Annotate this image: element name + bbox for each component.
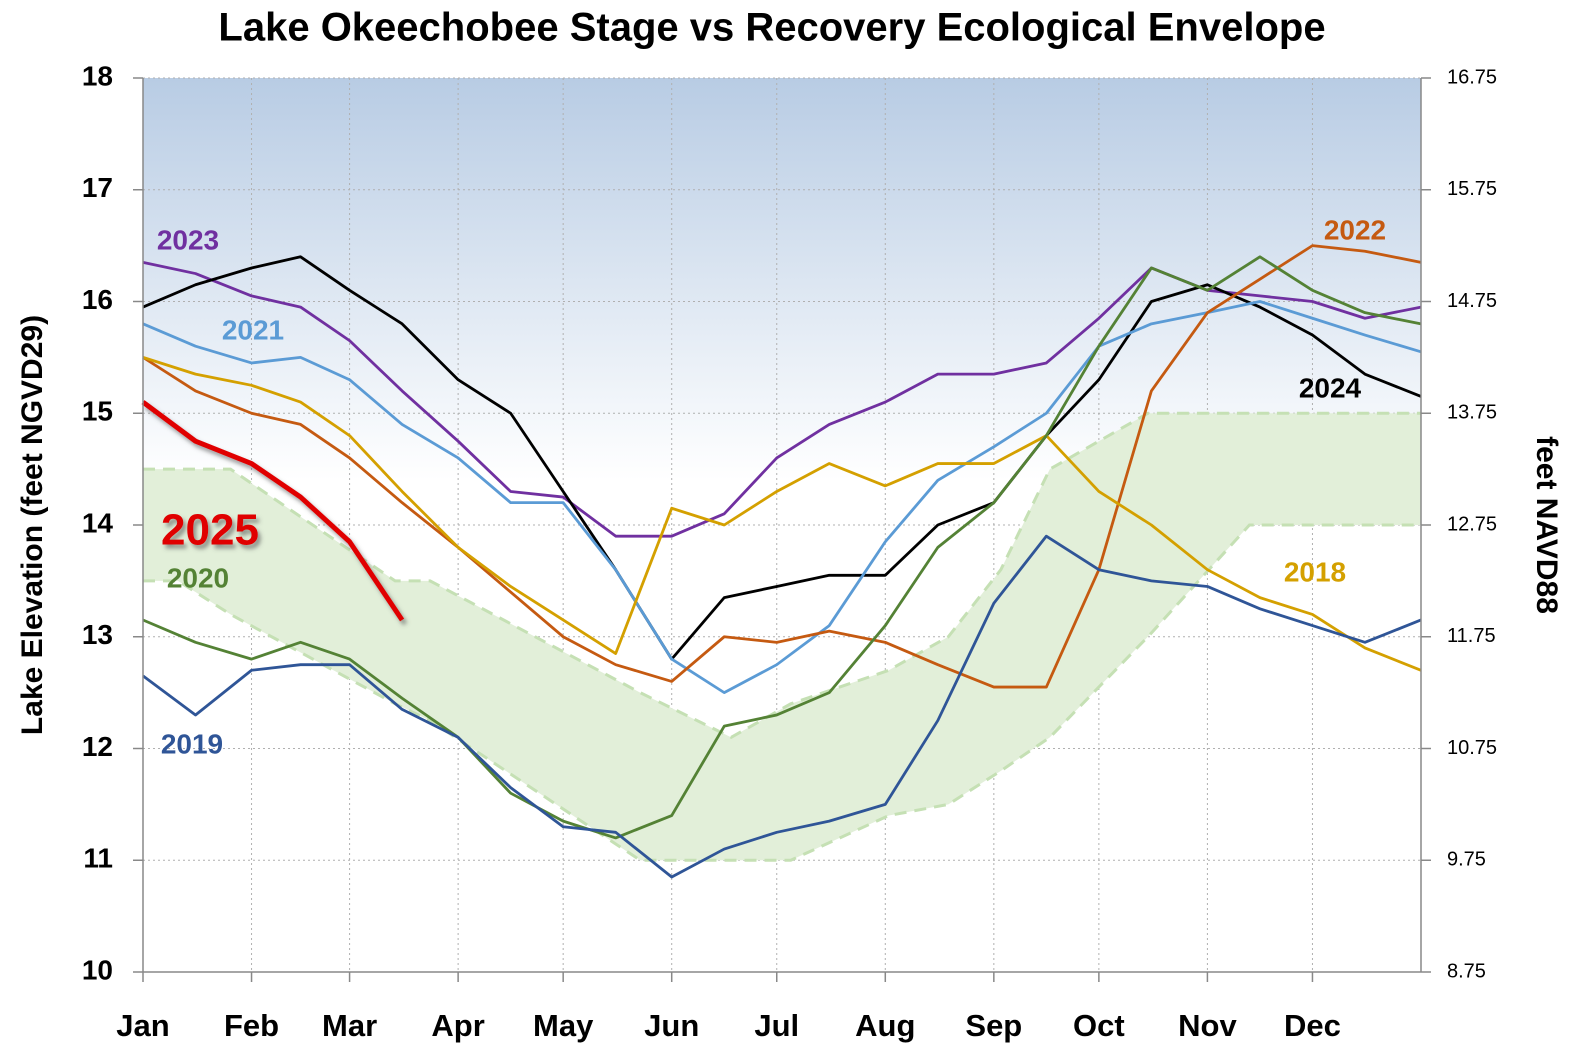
x-tick-label: Mar [322,1008,377,1043]
series-line [142,255,1422,661]
series-label: 2022 [1324,214,1386,245]
y2-tick-label: 10.75 [1447,737,1497,759]
series-line [142,356,1422,672]
series-label: 2024 [1299,372,1362,403]
y2-tick-label: 9.75 [1447,849,1486,871]
x-tick-label: Feb [224,1008,279,1043]
series-label: 2025 [161,506,259,555]
y2-tick-label: 11.75 [1447,625,1496,647]
series-line [141,400,405,622]
x-tick-label: Jun [644,1008,699,1043]
y2-tick-label: 16.75 [1447,66,1497,88]
x-tick-label: Dec [1284,1008,1341,1043]
y-tick-label: 16 [82,284,113,315]
x-tick-label: Sep [965,1008,1022,1043]
envelope-lower [143,523,1421,862]
y-tick-label: 15 [82,396,113,427]
series-label: 2023 [157,224,219,255]
envelope-area [143,413,1421,861]
y-tick-label: 12 [82,731,113,762]
y2-tick-label: 14.75 [1447,290,1497,312]
y2-tick-label: 12.75 [1447,513,1497,535]
y2-tick-label: 13.75 [1447,402,1497,424]
series-label: 2018 [1284,556,1346,587]
axes [133,77,1431,982]
x-tick-label: Jul [754,1008,799,1043]
envelope [143,411,1421,862]
x-tick-label: Oct [1073,1008,1125,1043]
series-label: 2020 [167,562,229,593]
y-tick-label: 13 [82,619,113,650]
x-tick-label: May [533,1008,594,1043]
lines [141,244,1422,879]
series-line [142,534,1422,879]
series-line [142,255,1422,840]
series-line [142,244,1422,689]
y-tick-label: 10 [82,954,113,985]
x-tick-label: Apr [431,1008,484,1043]
x-tick-label: Nov [1178,1008,1237,1043]
y-tick-label: 14 [82,507,114,538]
y-tick-label: 17 [82,172,113,203]
y2-tick-label: 8.75 [1447,960,1486,982]
series-label: 2021 [222,314,284,345]
series-label: 2019 [161,728,223,759]
y2-tick-label: 15.75 [1447,178,1497,200]
y-tick-label: 11 [83,843,113,874]
y2-axis-title: feet NAVD88 [1530,436,1563,614]
x-tick-label: Jan [116,1008,169,1043]
chart-title: Lake Okeechobee Stage vs Recovery Ecolog… [218,6,1325,50]
y-tick-label: 18 [82,60,113,91]
y-axis-title: Lake Elevation (feet NGVD29) [16,315,49,735]
envelope-upper [143,411,1421,740]
x-tick-label: Aug [855,1008,915,1043]
